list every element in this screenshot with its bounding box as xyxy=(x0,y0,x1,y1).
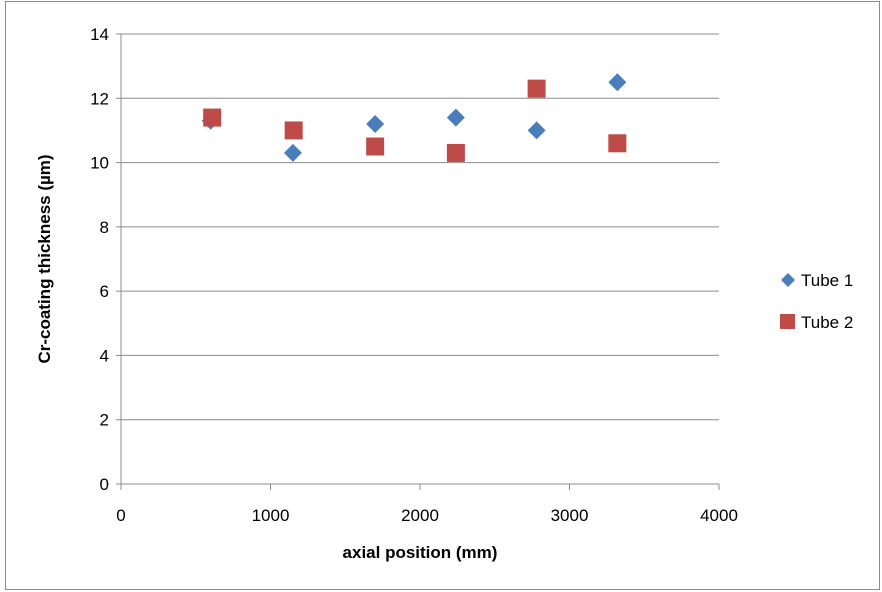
legend-diamond-marker xyxy=(781,273,795,287)
legend-label-tube-1: Tube 1 xyxy=(801,271,853,290)
y-tick-label-6: 6 xyxy=(100,282,109,301)
point-tube-1-3 xyxy=(366,115,385,133)
chart-frame xyxy=(5,1,880,590)
legend: Tube 1 Tube 2 xyxy=(780,271,853,332)
point-tube-1-6 xyxy=(608,73,627,92)
legend-label-tube-2: Tube 2 xyxy=(801,313,853,332)
y-tick-label-2: 2 xyxy=(100,411,109,430)
y-tick-label-0: 0 xyxy=(100,475,109,494)
x-axis-title: axial position (mm) xyxy=(343,543,498,562)
x-tick-label-0: 0 xyxy=(116,506,125,525)
legend-item-tube-2: Tube 2 xyxy=(780,313,853,332)
x-tick-label-4000: 4000 xyxy=(700,506,738,525)
y-tick-label-12: 12 xyxy=(90,89,109,108)
gridlines xyxy=(121,33,719,421)
x-tick-label-3000: 3000 xyxy=(551,506,589,525)
data-points xyxy=(201,73,627,162)
point-tube-1-4 xyxy=(446,108,465,127)
y-tick-label-10: 10 xyxy=(90,154,109,173)
axes xyxy=(116,33,720,490)
y-tick-label-8: 8 xyxy=(100,218,109,237)
y-tick-labels: 0 2 4 6 8 10 12 14 xyxy=(90,25,109,494)
y-tick-label-14: 14 xyxy=(90,25,109,44)
point-tube-2-2 xyxy=(284,121,303,140)
legend-square-marker xyxy=(780,314,795,329)
point-tube-2-6 xyxy=(608,134,627,153)
y-tick-label-4: 4 xyxy=(100,346,109,365)
point-tube-2-3 xyxy=(366,137,385,156)
x-tick-label-1000: 1000 xyxy=(252,506,290,525)
point-tube-1-2 xyxy=(283,143,302,162)
point-tube-2-1 xyxy=(203,108,222,127)
x-tick-labels: 0 1000 2000 3000 4000 xyxy=(116,506,738,525)
point-tube-2-5 xyxy=(527,79,546,98)
point-tube-1-5 xyxy=(527,121,546,140)
legend-item-tube-1: Tube 1 xyxy=(781,271,853,290)
y-axis-title: Cr-coating thickness (µm) xyxy=(35,154,54,363)
point-tube-2-4 xyxy=(446,143,465,162)
x-tick-label-2000: 2000 xyxy=(401,506,439,525)
